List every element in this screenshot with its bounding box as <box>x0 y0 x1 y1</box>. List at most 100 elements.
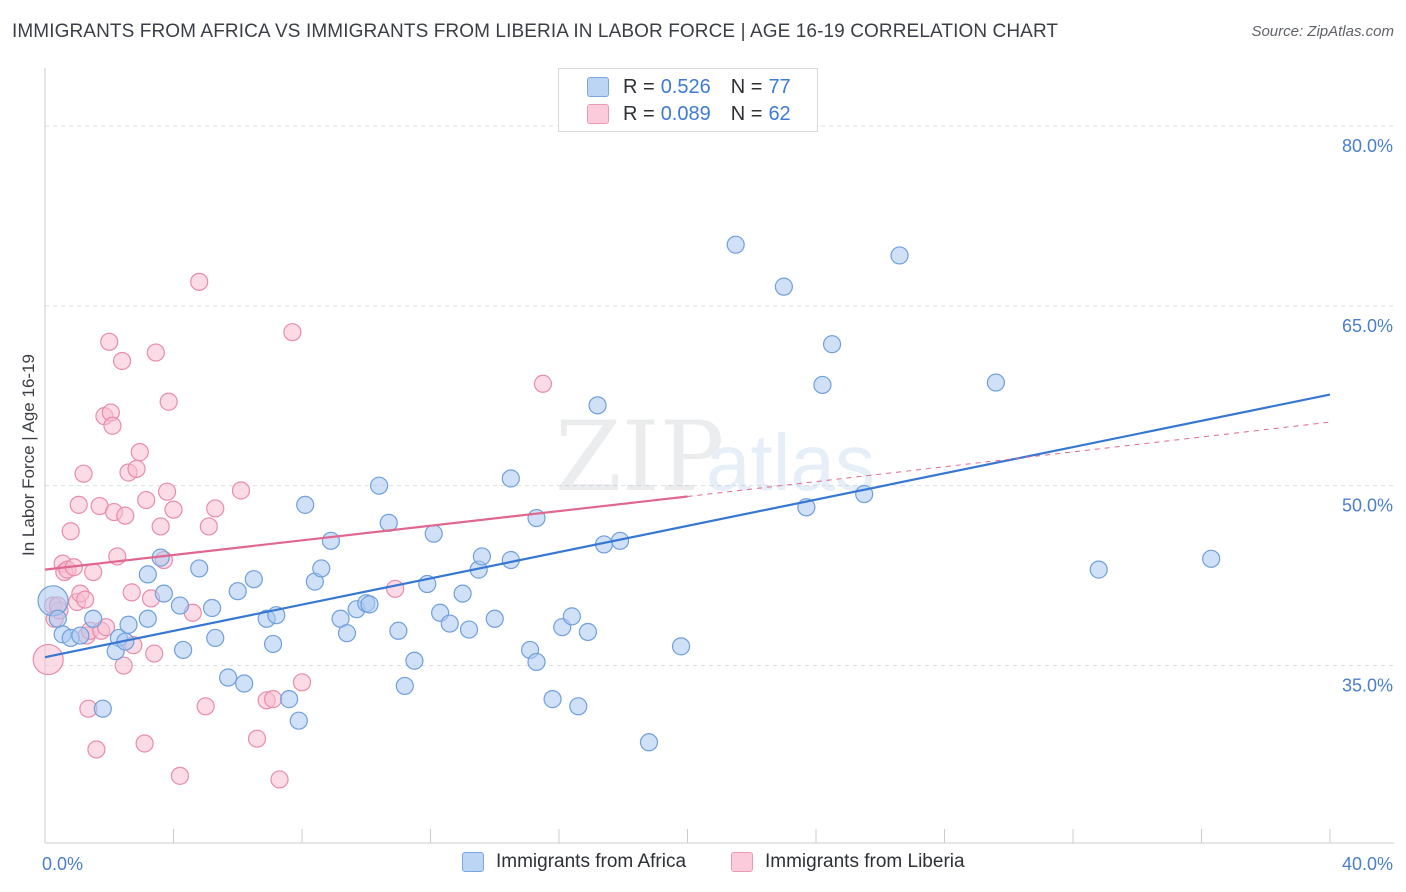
africa-point-72 <box>890 246 909 265</box>
liberia-point-60 <box>533 374 553 393</box>
liberia-point-25 <box>103 416 122 435</box>
liberia-point-18 <box>87 740 106 759</box>
africa-point-65 <box>671 637 691 656</box>
liberia-point-0 <box>32 643 64 676</box>
africa-point-18 <box>206 628 225 648</box>
x-tick-label-0: 0.0% <box>42 854 83 874</box>
liberia-point-32 <box>122 583 141 602</box>
africa-point-64 <box>639 733 659 752</box>
africa-point-6 <box>119 615 138 634</box>
liberia-point-39 <box>145 644 164 663</box>
africa-point-46 <box>453 584 472 603</box>
africa-point-43 <box>424 524 443 543</box>
africa-point-45 <box>440 614 459 633</box>
y-tick-labels: 35.0% 50.0% 65.0% 80.0% <box>1342 136 1393 696</box>
liberia-point-13 <box>76 590 95 609</box>
liberia-point-29 <box>114 656 133 675</box>
africa-point-37 <box>370 476 389 495</box>
liberia-point-22 <box>96 618 116 637</box>
africa-point-19 <box>219 668 238 687</box>
legend-row-liberia: R = 0.089 N = 62 <box>587 101 791 127</box>
africa-point-40 <box>395 676 414 696</box>
africa-point-74 <box>1089 560 1108 579</box>
africa-point-16 <box>190 559 209 578</box>
legend-swatch-liberia <box>587 104 609 124</box>
legend-liberia-n-label: N = <box>730 102 763 125</box>
africa-point-75 <box>1202 549 1221 568</box>
axes <box>44 68 1394 844</box>
y-tick-label-1: 50.0% <box>1342 496 1393 516</box>
africa-point-50 <box>485 609 504 628</box>
africa-point-58 <box>562 607 581 626</box>
africa-point-28 <box>296 495 315 514</box>
africa-point-73 <box>986 373 1006 392</box>
liberia-point-43 <box>157 482 177 501</box>
liberia-point-52 <box>231 481 251 500</box>
africa-point-9 <box>93 699 112 718</box>
africa-point-14 <box>170 596 190 615</box>
africa-point-1 <box>48 609 67 628</box>
africa-point-33 <box>337 624 357 643</box>
africa-point-70 <box>822 335 842 354</box>
liberia-point-17 <box>84 562 103 582</box>
liberia-point-48 <box>190 272 209 291</box>
liberia-trend-line <box>44 495 688 571</box>
liberia-point-51 <box>206 499 225 518</box>
bottom-legend: Immigrants from Africa Immigrants from L… <box>0 851 1406 877</box>
africa-point-66 <box>726 235 745 254</box>
africa-point-61 <box>588 396 607 415</box>
watermark: ZIP atlas <box>555 401 875 513</box>
africa-point-49 <box>472 547 491 566</box>
legend-liberia-r-value: 0.089 <box>660 102 711 125</box>
legend-africa-r-value: 0.526 <box>660 75 711 98</box>
africa-point-31 <box>321 531 341 550</box>
africa-point-76 <box>71 626 90 645</box>
legend-africa-n-label: N = <box>730 75 763 98</box>
africa-point-69 <box>813 375 832 395</box>
bottom-legend-liberia-label: Immigrants from Liberia <box>765 851 965 872</box>
legend-africa-r-label: R = <box>623 75 655 98</box>
africa-trend-line <box>44 393 1331 659</box>
africa-point-60 <box>578 622 598 642</box>
africa-point-56 <box>543 690 562 709</box>
liberia-point-10 <box>69 495 88 514</box>
legend-africa-n-value: 77 <box>768 75 791 98</box>
chart-title: IMMIGRANTS FROM AFRICA VS IMMIGRANTS FRO… <box>12 21 1059 42</box>
liberia-point-44 <box>159 392 178 411</box>
stats-legend: R = 0.526 N = 77 R = 0.089 N = 62 <box>558 68 818 132</box>
bottom-legend-africa-label: Immigrants from Africa <box>496 851 687 872</box>
liberia-point-45 <box>164 500 183 519</box>
africa-point-22 <box>244 570 263 589</box>
source-label: Source: ZipAtlas.com <box>1251 23 1394 40</box>
africa-point-47 <box>459 620 479 639</box>
watermark-zip: ZIP <box>555 401 724 513</box>
africa-point-27 <box>289 711 308 730</box>
liberia-point-28 <box>112 351 132 371</box>
africa-point-11 <box>154 584 173 603</box>
africa-point-54 <box>527 652 546 672</box>
liberia-point-56 <box>270 770 289 789</box>
liberia-point-23 <box>100 332 119 351</box>
liberia-point-41 <box>151 517 170 536</box>
y-axis-label: In Labor Force | Age 16-19 <box>19 354 38 556</box>
liberia-point-7 <box>61 522 80 541</box>
x-tick-label-1: 40.0% <box>1342 854 1393 874</box>
africa-point-26 <box>280 690 299 709</box>
africa-point-20 <box>228 582 247 601</box>
liberia-point-46 <box>170 766 190 785</box>
legend-liberia-r-label: R = <box>623 102 655 125</box>
liberia-point-12 <box>74 464 93 483</box>
liberia-point-36 <box>135 734 154 753</box>
liberia-point-53 <box>247 729 267 748</box>
legend-swatch-africa <box>587 77 609 97</box>
africa-point-17 <box>202 598 222 618</box>
liberia-point-59 <box>386 579 405 598</box>
trend-lines <box>44 393 1331 659</box>
bottom-legend-swatch-africa <box>462 852 484 872</box>
liberia-point-55 <box>263 690 283 709</box>
y-tick-label-2: 65.0% <box>1342 316 1393 336</box>
liberia-point-35 <box>130 443 149 462</box>
africa-point-24 <box>263 634 283 654</box>
y-tick-label-0: 35.0% <box>1342 676 1393 696</box>
legend-liberia-n-value: 62 <box>768 102 791 125</box>
